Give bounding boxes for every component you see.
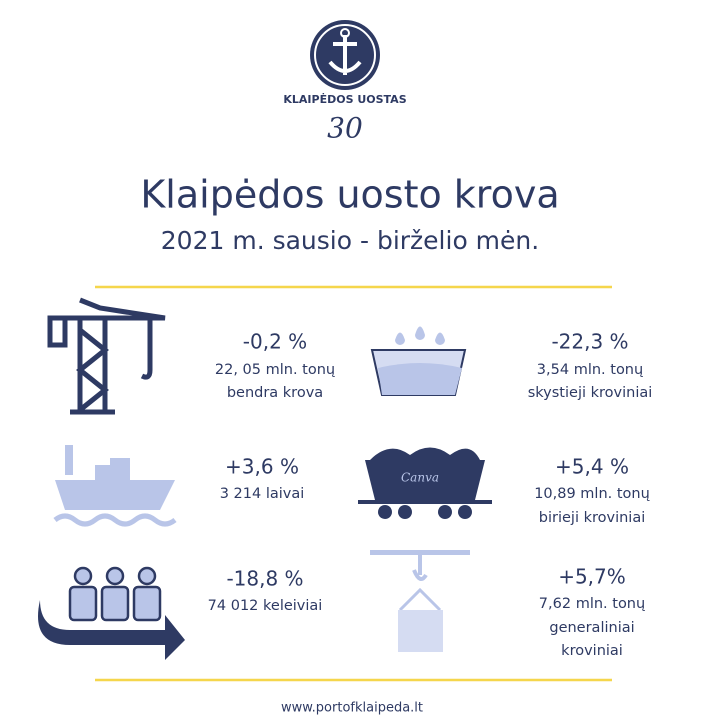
- stat-line: birieji kroviniai: [539, 510, 645, 526]
- stat-line: 10,89 mln. tonų: [534, 486, 650, 502]
- stat-change: -0,2 %: [243, 330, 307, 354]
- passengers-icon: [38, 566, 185, 660]
- stat-line: 7,62 mln. tonų: [539, 596, 645, 612]
- stat-line: kroviniai: [561, 643, 623, 659]
- stat-change: -18,8 %: [226, 567, 303, 591]
- stat-line: skystieji kroviniai: [528, 385, 653, 401]
- stat-line: 3,54 mln. tonų: [537, 362, 643, 378]
- stat-change: -22,3 %: [551, 330, 628, 354]
- stat-line: bendra krova: [227, 385, 323, 401]
- logo-anniversary: 30: [327, 112, 363, 145]
- title: Klaipėdos uosto krova: [140, 173, 559, 217]
- logo: [310, 20, 380, 90]
- stat-line: generaliniai: [549, 620, 634, 636]
- crane-icon: [47, 297, 166, 415]
- cargo-icon: [370, 550, 470, 652]
- liquid-icon: [370, 326, 467, 396]
- stat-change: +5,7%: [558, 565, 626, 589]
- subtitle: 2021 m. sausio - birželio mėn.: [161, 226, 539, 255]
- stat-line: 22, 05 mln. tonų: [215, 362, 335, 378]
- logo-name: KLAIPĖDOS UOSTAS: [283, 92, 406, 106]
- ship-icon: [53, 445, 177, 527]
- watermark: Canva: [401, 471, 439, 485]
- wagon-icon: [358, 447, 492, 519]
- stat-line: 3 214 laivai: [220, 486, 305, 502]
- stat-change: +5,4 %: [555, 455, 629, 479]
- footer-url: www.portofklaipeda.lt: [281, 701, 423, 716]
- stat-change: +3,6 %: [225, 455, 299, 479]
- stat-line: 74 012 keleiviai: [208, 598, 323, 614]
